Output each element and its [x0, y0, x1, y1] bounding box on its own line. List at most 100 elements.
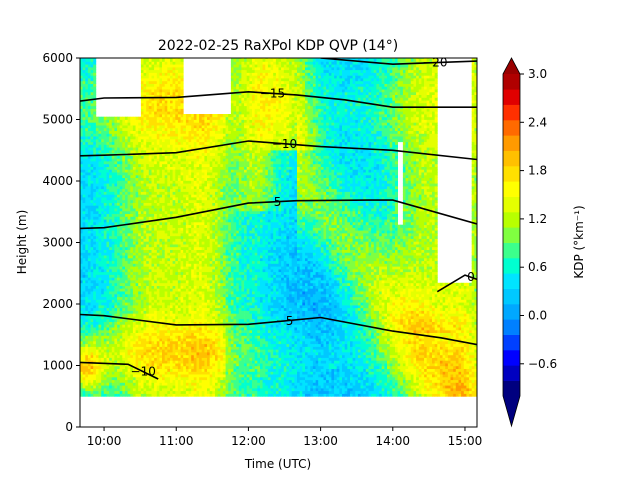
- heatmap-cell: [119, 352, 123, 356]
- heatmap-cell: [156, 230, 160, 234]
- heatmap-cell: [151, 393, 155, 397]
- heatmap-cell: [87, 321, 91, 325]
- heatmap-cell: [122, 197, 126, 201]
- heatmap-cell: [98, 127, 102, 131]
- heatmap-cell: [151, 180, 155, 184]
- heatmap-cell: [177, 343, 181, 347]
- heatmap-cell: [193, 194, 197, 198]
- heatmap-cell: [82, 210, 86, 214]
- heatmap-cell: [80, 288, 83, 292]
- heatmap-cell: [185, 246, 189, 250]
- heatmap-cell: [87, 119, 91, 123]
- heatmap-cell: [127, 224, 131, 228]
- heatmap-cell: [159, 205, 163, 209]
- heatmap-cell: [130, 194, 134, 198]
- heatmap-cell: [85, 205, 89, 209]
- heatmap-cell: [82, 382, 86, 386]
- heatmap-cell: [177, 227, 181, 231]
- heatmap-cell: [185, 194, 189, 198]
- heatmap-cell: [90, 119, 94, 123]
- heatmap-cell: [183, 235, 187, 239]
- heatmap-cell: [95, 238, 99, 242]
- heatmap-cell: [146, 238, 150, 242]
- heatmap-cell: [138, 141, 142, 145]
- heatmap-cell: [148, 266, 152, 270]
- heatmap-cell: [127, 238, 131, 242]
- heatmap-cell: [175, 136, 179, 140]
- heatmap-cell: [106, 266, 110, 270]
- heatmap-cell: [154, 316, 158, 320]
- heatmap-cell: [93, 161, 97, 165]
- heatmap-cell: [159, 385, 163, 389]
- heatmap-cell: [164, 125, 168, 129]
- heatmap-cell: [156, 75, 160, 79]
- heatmap-cell: [103, 221, 107, 226]
- heatmap-cell: [106, 127, 110, 131]
- heatmap-cell: [185, 316, 189, 320]
- heatmap-cell: [127, 241, 131, 245]
- heatmap-cell: [180, 246, 184, 250]
- heatmap-cell: [183, 293, 187, 298]
- heatmap-cell: [170, 144, 173, 148]
- heatmap-cell: [193, 233, 197, 237]
- heatmap-cell: [196, 390, 200, 394]
- heatmap-cell: [101, 360, 105, 364]
- heatmap-cell: [80, 268, 83, 273]
- heatmap-cell: [170, 318, 173, 322]
- heatmap-cell: [140, 343, 144, 347]
- heatmap-cell: [132, 144, 136, 148]
- heatmap-cell: [138, 230, 142, 234]
- heatmap-cell: [183, 280, 187, 284]
- heatmap-cell: [162, 302, 165, 306]
- heatmap-cell: [125, 376, 128, 381]
- heatmap-cell: [164, 316, 168, 320]
- heatmap-cell: [106, 365, 110, 369]
- heatmap-cell: [159, 246, 163, 250]
- heatmap-cell: [183, 316, 187, 320]
- heatmap-cell: [146, 221, 150, 226]
- heatmap-cell: [138, 221, 142, 226]
- heatmap-cell: [87, 127, 91, 131]
- heatmap-cell: [132, 263, 136, 267]
- heatmap-cell: [183, 252, 187, 256]
- heatmap-cell: [138, 119, 142, 123]
- heatmap-cell: [114, 138, 118, 143]
- heatmap-cell: [162, 133, 165, 137]
- heatmap-cell: [95, 296, 99, 300]
- heatmap-cell: [103, 313, 107, 317]
- heatmap-cell: [90, 349, 94, 353]
- heatmap-cell: [130, 360, 134, 364]
- heatmap-cell: [175, 266, 179, 270]
- heatmap-cell: [151, 61, 155, 65]
- heatmap-cell: [148, 64, 152, 68]
- heatmap-cell: [101, 208, 105, 212]
- heatmap-cell: [132, 385, 136, 389]
- heatmap-cell: [117, 238, 121, 242]
- heatmap-cell: [188, 291, 192, 295]
- heatmap-cell: [180, 166, 184, 170]
- heatmap-cell: [175, 374, 179, 378]
- heatmap-cell: [85, 172, 89, 176]
- heatmap-cell: [140, 155, 144, 159]
- heatmap-cell: [95, 230, 99, 234]
- heatmap-cell: [156, 393, 160, 397]
- heatmap-cell: [93, 282, 97, 286]
- heatmap-cell: [140, 316, 144, 320]
- heatmap-cell: [193, 163, 197, 167]
- heatmap-cell: [98, 252, 102, 256]
- heatmap-cell: [85, 210, 89, 214]
- heatmap-cell: [122, 360, 126, 364]
- heatmap-cell: [127, 285, 131, 289]
- heatmap-cell: [117, 205, 121, 209]
- heatmap-cell: [82, 158, 86, 162]
- heatmap-cell: [183, 374, 187, 378]
- heatmap-cell: [132, 136, 136, 140]
- heatmap-cell: [103, 390, 107, 394]
- heatmap-cell: [127, 255, 131, 259]
- heatmap-cell: [185, 304, 189, 309]
- heatmap-cell: [193, 155, 197, 159]
- heatmap-cell: [95, 346, 99, 350]
- heatmap-cell: [154, 252, 158, 256]
- heatmap-cell: [117, 255, 121, 259]
- heatmap-cell: [185, 327, 189, 331]
